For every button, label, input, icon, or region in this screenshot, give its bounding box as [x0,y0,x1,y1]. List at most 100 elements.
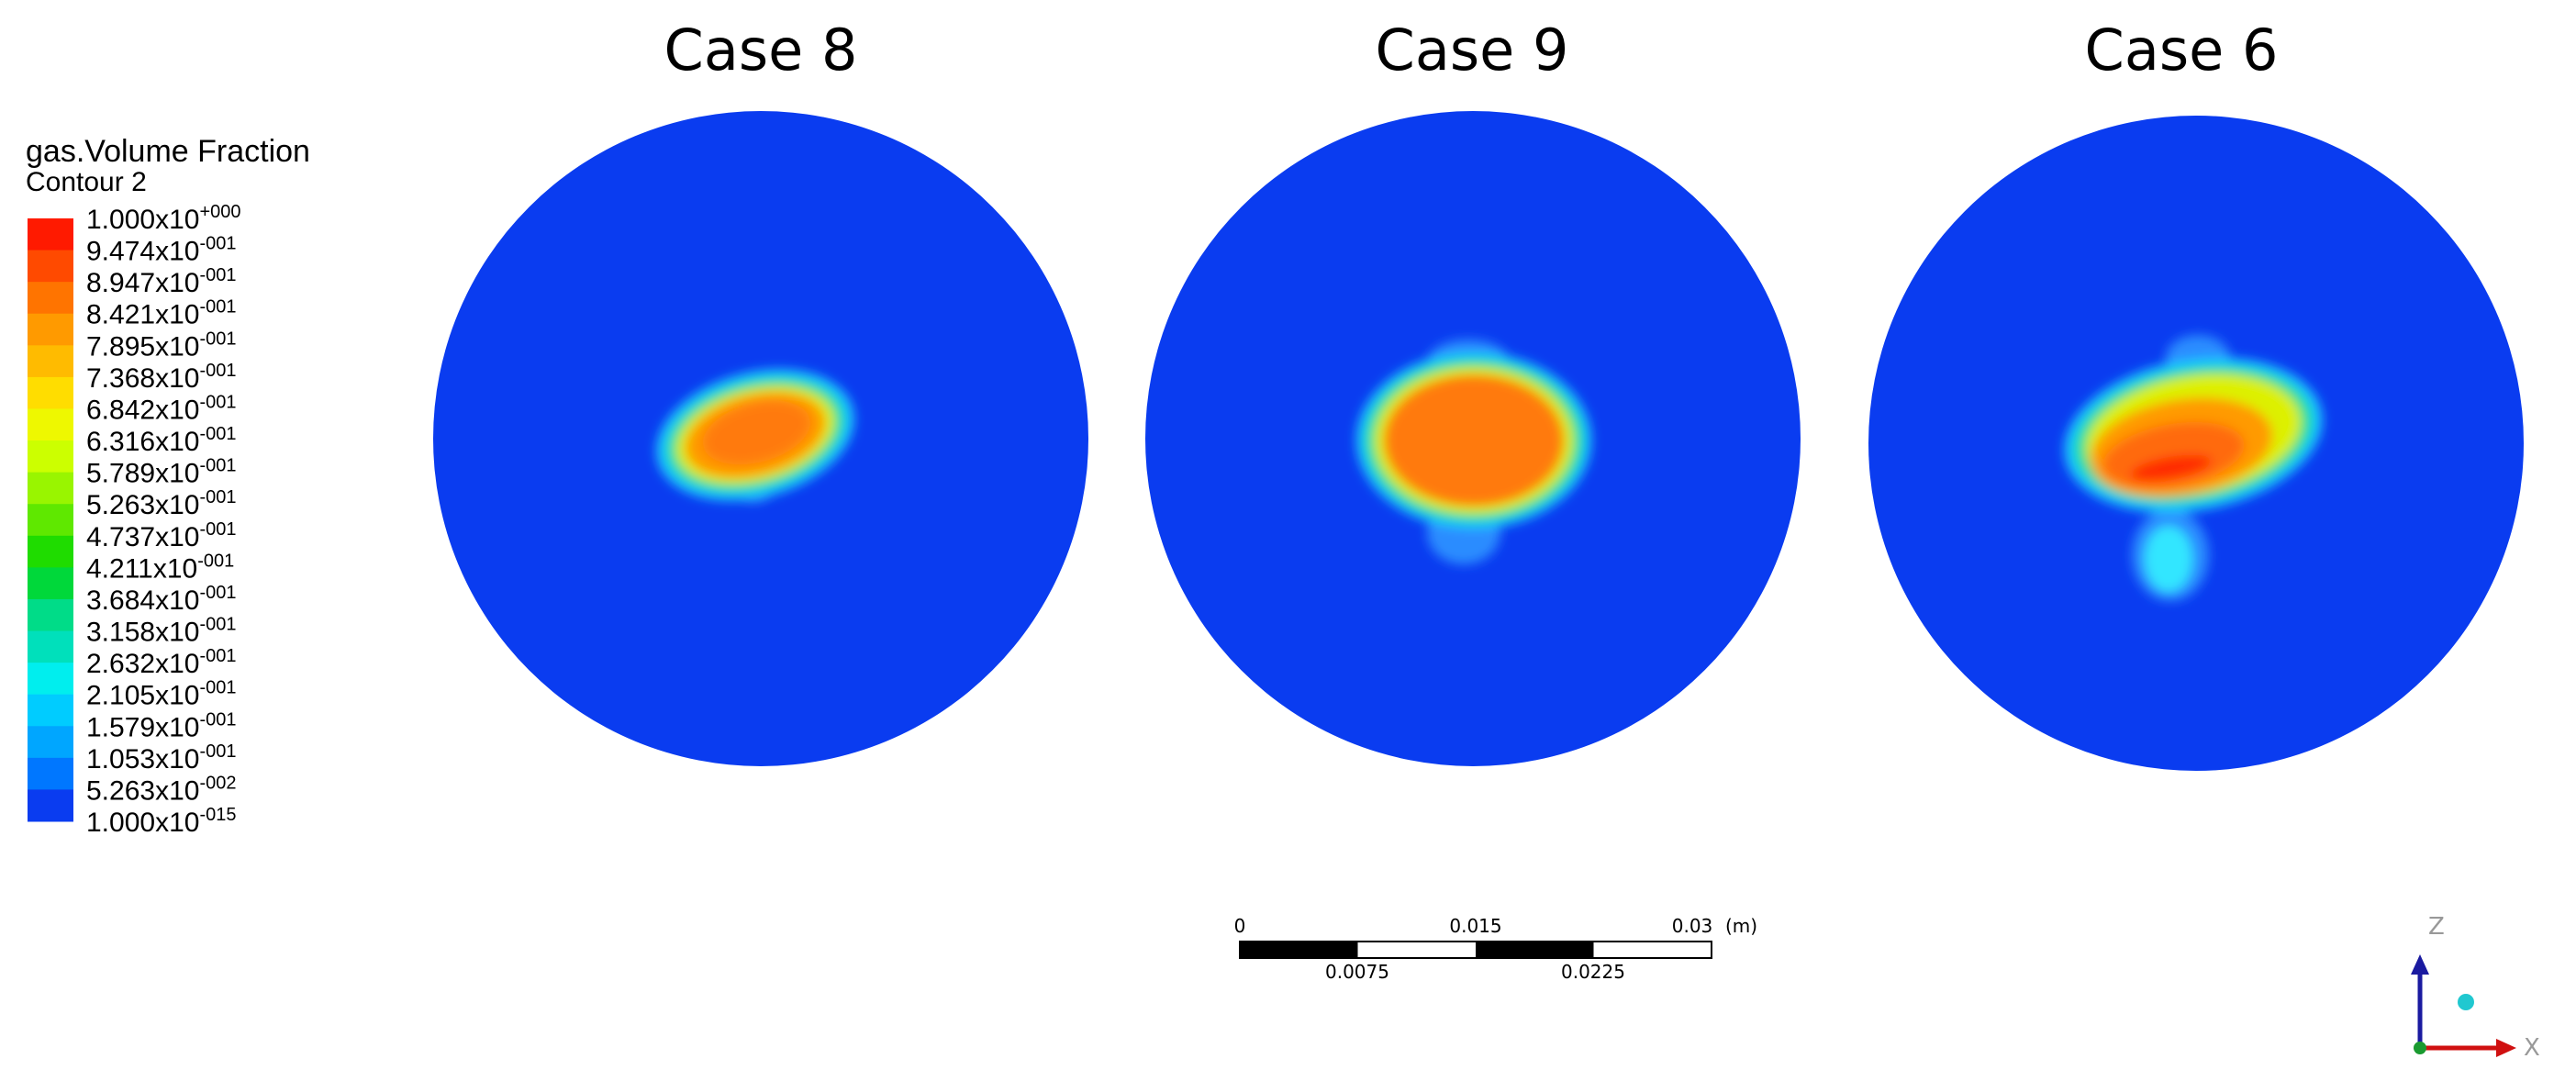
legend-mantissa: 7.368x10 [86,363,199,394]
legend: gas.Volume Fraction Contour 2 [26,134,310,197]
legend-label: 7.895x10-001 [86,329,236,362]
legend-label: 4.737x10-001 [86,519,236,552]
legend-label: 1.579x10-001 [86,709,236,742]
legend-mantissa: 4.737x10 [86,522,199,552]
legend-label: 4.211x10-001 [86,551,234,584]
panel-title: Case 8 [664,17,858,84]
colorbar-band [28,218,73,251]
colorbar: 1.000x10+0009.474x10-0018.947x10-0018.42… [28,202,241,838]
colorbar-band [28,567,73,600]
contour-panel [1868,116,2524,771]
legend-mantissa: 6.842x10 [86,395,199,425]
scale-label: 0.0075 [1325,961,1389,983]
legend-mantissa: 1.053x10 [86,744,199,775]
legend-label: 5.263x10-002 [86,773,236,806]
legend-exponent: -001 [199,329,236,349]
colorbar-band [28,630,73,663]
legend-mantissa: 5.263x10 [86,490,199,520]
legend-mantissa: 8.421x10 [86,300,199,330]
colorbar-band [28,598,73,632]
legend-label: 1.000x10+000 [86,202,241,235]
legend-label: 8.947x10-001 [86,265,236,298]
legend-mantissa: 9.474x10 [86,237,199,267]
colorbar-band [28,408,73,441]
panel-title: Case 6 [2085,17,2279,84]
scale-label: 0 [1234,915,1246,937]
legend-exponent: -001 [199,583,236,603]
legend-label: 5.789x10-001 [86,456,236,489]
legend-exponent: -001 [199,234,236,254]
legend-label: 6.316x10-001 [86,424,236,457]
legend-exponent: -002 [199,773,236,793]
colorbar-band [28,440,73,474]
legend-mantissa: 2.105x10 [86,681,199,711]
legend-label: 8.421x10-001 [86,297,236,330]
colorbar-band [28,376,73,409]
contour-panel [433,111,1088,766]
legend-mantissa: 1.000x10 [86,205,199,235]
legend-label: 2.632x10-001 [86,646,236,679]
legend-exponent: -001 [199,678,236,698]
scale-label: 0.0225 [1561,961,1625,983]
scale-label: 0.015 [1449,915,1501,937]
legend-title: gas.Volume Fraction [26,134,310,169]
axis-label: X [2524,1034,2540,1062]
scale-unit: (m) [1725,915,1757,937]
legend-mantissa: 2.632x10 [86,649,199,679]
legend-mantissa: 1.000x10 [86,808,199,838]
legend-exponent: -001 [199,392,236,412]
legend-mantissa: 8.947x10 [86,268,199,298]
colorbar-band [28,726,73,759]
legend-mantissa: 3.684x10 [86,585,199,616]
legend-exponent: +000 [199,202,240,222]
colorbar-band [28,282,73,315]
legend-label: 1.053x10-001 [86,741,236,775]
contour-panel [1145,111,1801,766]
legend-exponent: -001 [199,709,236,730]
colorbar-band [28,535,73,568]
legend-mantissa: 5.263x10 [86,775,199,806]
legend-exponent: -001 [199,456,236,476]
legend-label: 3.684x10-001 [86,583,236,616]
legend-mantissa: 7.895x10 [86,331,199,362]
legend-exponent: -001 [199,424,236,444]
legend-mantissa: 4.211x10 [86,553,197,584]
legend-exponent: -015 [199,805,236,825]
scale-label: 0.03 [1672,915,1713,937]
legend-exponent: -001 [199,361,236,381]
colorbar-band [28,250,73,283]
colorbar-band [28,313,73,346]
legend-mantissa: 6.316x10 [86,427,199,457]
legend-label: 1.000x10-015 [86,805,236,838]
legend-label: 2.105x10-001 [86,678,236,711]
colorbar-band [28,504,73,537]
legend-mantissa: 3.158x10 [86,618,199,648]
legend-mantissa: 5.789x10 [86,459,199,489]
legend-exponent: -001 [199,297,236,318]
colorbar-band [28,345,73,378]
legend-subtitle: Contour 2 [26,167,147,197]
legend-exponent: -001 [199,646,236,666]
axis-triad: Z X [2411,913,2540,1062]
legend-mantissa: 1.579x10 [86,712,199,742]
legend-exponent: -001 [199,519,236,540]
legend-label: 3.158x10-001 [86,615,236,648]
legend-label: 6.842x10-001 [86,392,236,425]
legend-exponent: -001 [199,741,236,762]
colorbar-band [28,663,73,696]
colorbar-band [28,789,73,822]
axis-label: Z [2428,913,2445,941]
legend-exponent: -001 [197,551,234,571]
legend-label: 9.474x10-001 [86,234,236,267]
legend-label: 7.368x10-001 [86,361,236,394]
legend-exponent: -001 [199,615,236,635]
legend-label: 5.263x10-001 [86,487,236,520]
legend-exponent: -001 [199,487,236,507]
colorbar-band [28,757,73,790]
scale-bar: 0 0.015 0.03 (m) 0.0075 0.0225 [1234,915,1757,983]
colorbar-band [28,472,73,505]
panel-title: Case 9 [1376,17,1569,84]
colorbar-band [28,694,73,727]
legend-exponent: -001 [199,265,236,285]
